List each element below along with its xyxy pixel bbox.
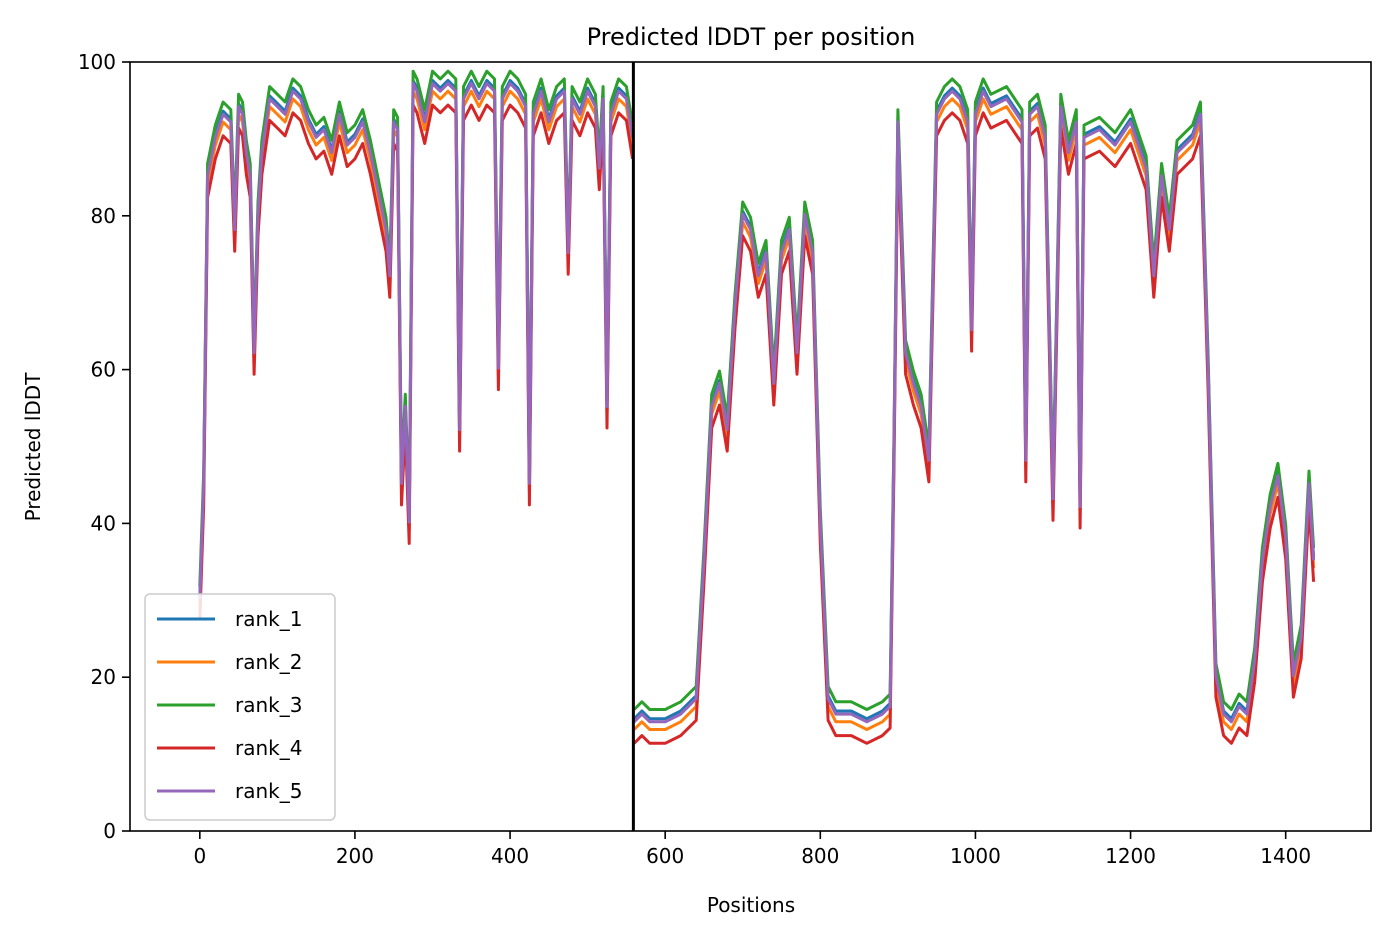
x-tick-label: 800 (801, 844, 839, 868)
x-tick-label: 1400 (1260, 844, 1311, 868)
x-tick-label: 200 (336, 844, 374, 868)
y-axis: 0 20 40 60 80 100 (78, 50, 130, 843)
legend: rank_1 rank_2 rank_3 rank_4 rank_5 (144, 593, 336, 821)
chart-title: Predicted lDDT per position (587, 23, 916, 51)
legend-label: rank_4 (235, 736, 302, 760)
x-axis: 0 200 400 600 800 1000 1200 1400 (193, 831, 1311, 868)
x-tick-label: 1200 (1105, 844, 1156, 868)
y-tick-label: 60 (91, 358, 116, 382)
legend-label: rank_1 (235, 607, 302, 631)
y-tick-label: 20 (91, 665, 116, 689)
legend-label: rank_3 (235, 693, 302, 717)
x-tick-label: 400 (491, 844, 529, 868)
legend-label: rank_5 (235, 779, 302, 803)
plot-area-frame (129, 61, 1372, 832)
series-line-rank_5 (198, 82, 1316, 724)
y-tick-label: 0 (103, 819, 116, 843)
legend-label: rank_2 (235, 650, 302, 674)
y-axis-label: Predicted lDDT (21, 372, 45, 522)
series-lines (198, 69, 1316, 745)
legend-box (144, 593, 336, 821)
x-tick-label: 600 (646, 844, 684, 868)
y-tick-label: 100 (78, 50, 116, 74)
y-tick-label: 80 (91, 204, 116, 228)
x-axis-label: Positions (707, 893, 795, 917)
x-tick-label: 0 (193, 844, 206, 868)
x-tick-label: 1000 (950, 844, 1001, 868)
y-tick-label: 40 (91, 511, 116, 535)
